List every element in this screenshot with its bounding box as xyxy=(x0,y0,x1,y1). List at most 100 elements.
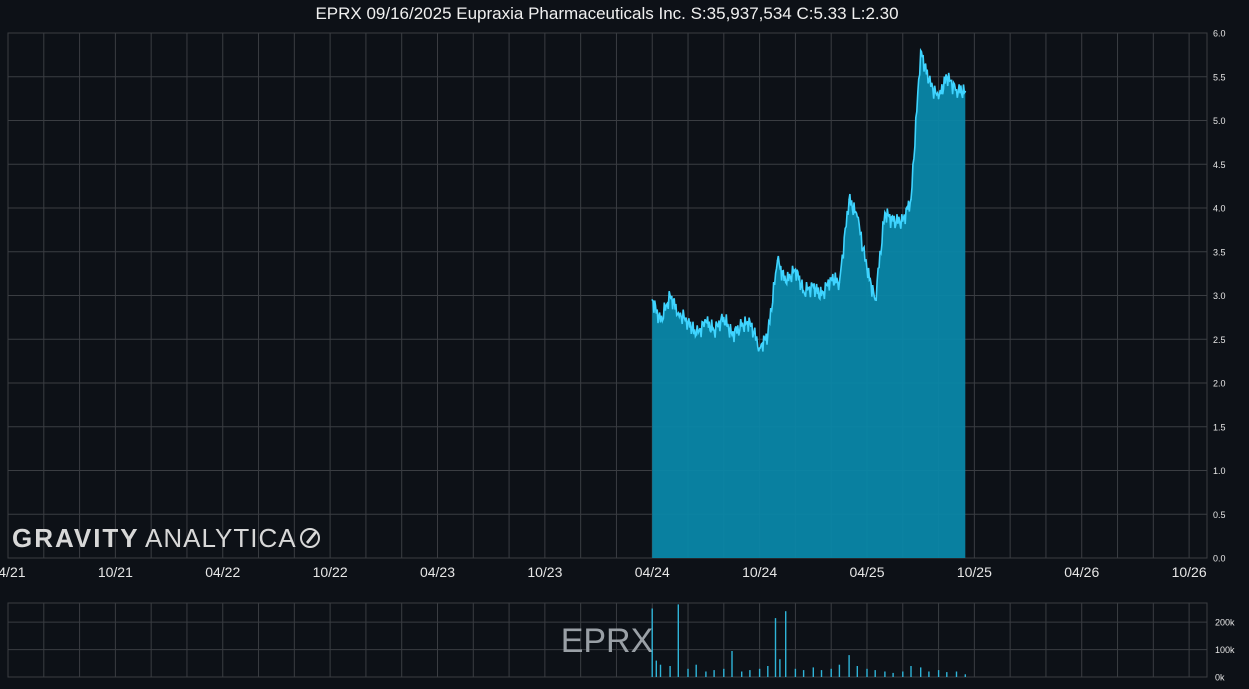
volume-y-tick-label: 0k xyxy=(1215,673,1225,683)
volume-bar xyxy=(812,667,814,677)
volume-watermark: EPRX xyxy=(561,622,654,660)
price-point xyxy=(740,325,743,327)
volume-bar xyxy=(669,666,671,677)
price-y-tick-label: 0.0 xyxy=(1213,554,1226,564)
price-x-tick-label: 04/26 xyxy=(1064,564,1099,580)
volume-bar xyxy=(741,671,743,677)
volume-bar xyxy=(758,668,761,677)
volume-bar xyxy=(830,668,832,677)
price-y-tick-label: 4.5 xyxy=(1213,160,1226,170)
price-line xyxy=(651,47,966,352)
price-point xyxy=(874,299,876,301)
volume-bar xyxy=(713,670,715,677)
price-y-tick-label: 1.5 xyxy=(1213,422,1226,432)
volume-bar xyxy=(774,618,777,677)
volume-bar xyxy=(655,660,657,677)
price-y-tick-label: 5.5 xyxy=(1213,72,1226,82)
price-point xyxy=(856,216,859,218)
volume-bars xyxy=(651,604,966,677)
price-point xyxy=(723,316,725,319)
volume-bar xyxy=(659,664,662,677)
price-x-ticks: 04/21 10/21 04/22 10/22 04/23 10/23 04/24 10/24… xyxy=(0,564,1207,580)
price-point xyxy=(705,321,707,323)
price-point xyxy=(937,97,940,100)
price-series xyxy=(651,47,967,558)
volume-bar xyxy=(848,655,850,677)
price-point xyxy=(848,198,850,201)
price-point xyxy=(902,220,904,222)
price-y-tick-label: 4.0 xyxy=(1213,204,1226,214)
price-point xyxy=(749,321,751,323)
price-y-tick-label: 6.0 xyxy=(1213,29,1226,39)
price-point xyxy=(659,321,662,323)
price-x-tick-label: 04/23 xyxy=(420,564,455,580)
price-point xyxy=(919,49,922,52)
price-x-tick-label: 10/26 xyxy=(1172,564,1207,580)
price-point xyxy=(677,312,680,314)
volume-bar xyxy=(937,670,940,677)
price-point xyxy=(838,281,841,284)
price-y-tick-label: 2.0 xyxy=(1213,379,1226,389)
price-y-ticks: 0.0 0.5 1.0 1.5 2.0 2.5 3.0 3.5 4.0 4.5 5.0 5.5 6.0 xyxy=(1213,29,1226,564)
volume-bar xyxy=(695,664,697,677)
volume-bar xyxy=(802,670,805,677)
price-point xyxy=(964,90,967,93)
volume-bar xyxy=(651,608,653,677)
price-y-tick-label: 3.0 xyxy=(1213,291,1226,301)
price-area xyxy=(652,50,966,558)
volume-bar xyxy=(866,668,868,677)
price-point xyxy=(830,277,832,279)
volume-bar xyxy=(955,671,958,677)
price-point xyxy=(794,268,797,271)
price-point xyxy=(820,294,823,297)
volume-y-ticks: 0k 100k 200k xyxy=(1215,618,1235,683)
volume-bar xyxy=(946,672,948,677)
volume-y-tick-label: 100k xyxy=(1215,645,1235,655)
volume-bar xyxy=(731,651,733,677)
volume-bar xyxy=(928,671,930,677)
price-x-tick-label: 10/23 xyxy=(527,564,562,580)
price-x-tick-label: 10/24 xyxy=(742,564,777,580)
price-point xyxy=(669,294,671,297)
price-x-tick-label: 10/25 xyxy=(957,564,992,580)
price-y-tick-label: 1.0 xyxy=(1213,466,1226,476)
price-point xyxy=(713,329,715,332)
volume-bar xyxy=(767,666,769,677)
chart-title: EPRX 09/16/2025 Eupraxia Pharmaceuticals… xyxy=(315,4,899,23)
volume-bar xyxy=(794,668,797,677)
price-point xyxy=(767,334,769,336)
volume-bar xyxy=(723,668,725,677)
volume-bar xyxy=(902,671,904,677)
price-point xyxy=(928,80,930,82)
volume-bar xyxy=(785,611,787,677)
price-grid xyxy=(7,32,1208,559)
price-point xyxy=(910,198,912,201)
price-point xyxy=(946,76,948,78)
price-point xyxy=(866,268,868,271)
volume-bar xyxy=(820,670,823,677)
volume-bar xyxy=(920,667,922,677)
volume-y-tick-label: 200k xyxy=(1215,618,1235,628)
volume-bar xyxy=(892,672,894,677)
price-point xyxy=(884,211,886,214)
price-point xyxy=(758,347,761,349)
volume-grid xyxy=(7,602,1208,678)
volume-bar xyxy=(856,666,858,677)
volume-bar xyxy=(838,664,841,677)
price-y-tick-label: 5.0 xyxy=(1213,116,1226,126)
price-chart: 0.00.51.01.52.02.53.03.54.04.55.05.56.0 … xyxy=(0,29,1226,581)
volume-bar xyxy=(779,659,781,677)
price-x-tick-label: 10/21 xyxy=(98,564,133,580)
price-x-tick-label: 04/25 xyxy=(849,564,884,580)
price-point xyxy=(695,334,697,336)
price-y-tick-label: 0.5 xyxy=(1213,510,1226,520)
volume-bar xyxy=(964,674,966,677)
price-x-tick-label: 04/21 xyxy=(0,564,26,580)
price-point xyxy=(776,259,779,262)
volume-chart: EPRX 0k 100k 200k xyxy=(7,602,1235,683)
price-x-tick-label: 04/24 xyxy=(635,564,670,580)
price-x-tick-label: 10/22 xyxy=(313,564,348,580)
price-point xyxy=(731,334,733,336)
price-y-tick-label: 3.5 xyxy=(1213,247,1226,257)
volume-bar xyxy=(677,604,679,677)
